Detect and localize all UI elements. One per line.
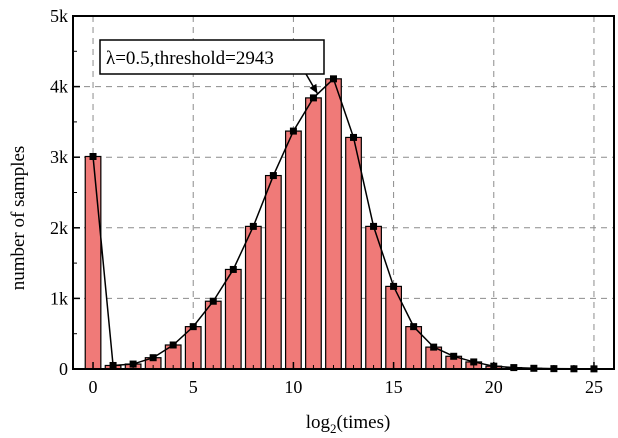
y-tick-label-0: 0 (59, 359, 68, 379)
x-tick-label-5: 5 (189, 377, 198, 397)
x-axis-title-base: log (306, 412, 331, 433)
x-tick-label-15: 15 (385, 377, 403, 397)
bar-7 (224, 268, 242, 370)
bars-group (84, 78, 603, 370)
y-tick-label-5000: 5k (50, 6, 68, 26)
trend-marker-15 (390, 282, 398, 290)
x-tick-label-0: 0 (89, 377, 98, 397)
trend-marker-13 (350, 133, 358, 141)
bar-6 (204, 300, 222, 370)
trend-marker-11 (309, 94, 317, 102)
bar-14 (365, 225, 382, 370)
trend-marker-18 (450, 352, 458, 360)
trend-marker-17 (430, 343, 438, 351)
bar-13 (345, 136, 362, 370)
annotation-text: λ=0.5,threshold=2943 (106, 48, 274, 69)
y-tick-label-4000: 4k (50, 77, 68, 97)
bar-9 (264, 174, 282, 370)
trend-marker-2 (129, 360, 137, 368)
bar-8 (244, 225, 262, 370)
trend-marker-14 (370, 222, 378, 230)
x-axis-title-rest: (times) (336, 412, 390, 433)
x-axis-title-subscript: 2 (330, 421, 337, 436)
bar-12 (325, 78, 342, 370)
annotation: λ=0.5,threshold=2943 (99, 39, 325, 95)
x-tick-label-10: 10 (284, 377, 302, 397)
trend-marker-19 (470, 358, 478, 366)
trend-marker-9 (269, 172, 277, 180)
y-tick-label-2000: 2k (50, 218, 68, 238)
trend-marker-12 (329, 75, 337, 83)
x-tick-label-20: 20 (485, 377, 503, 397)
trend-marker-10 (289, 127, 297, 135)
trend-line-group (89, 75, 598, 373)
trend-marker-16 (410, 323, 418, 331)
x-axis-title: log2(times) (306, 412, 391, 436)
trend-marker-4 (169, 341, 177, 349)
axis-ticks (73, 15, 595, 370)
trend-marker-6 (209, 297, 217, 305)
trend-marker-7 (229, 265, 237, 273)
bar-11 (305, 97, 322, 370)
trend-line (92, 77, 594, 370)
bar-0 (84, 155, 102, 370)
bar-10 (284, 130, 302, 370)
trend-marker-5 (189, 323, 197, 331)
annotation-arrowhead (309, 83, 318, 94)
y-tick-label-3000: 3k (50, 147, 68, 167)
annotation-box (99, 39, 325, 75)
trend-marker-8 (249, 222, 257, 230)
y-axis-title: number of samples (8, 146, 29, 291)
x-tick-label-25: 25 (585, 377, 603, 397)
tick-labels: 0 5 10 15 20 25 0 1k 2k 3k 4k 5k (50, 6, 603, 397)
trend-marker-3 (149, 354, 157, 362)
grid-lines (73, 16, 614, 369)
trend-marker-0 (89, 152, 97, 160)
y-tick-label-1000: 1k (50, 288, 68, 308)
